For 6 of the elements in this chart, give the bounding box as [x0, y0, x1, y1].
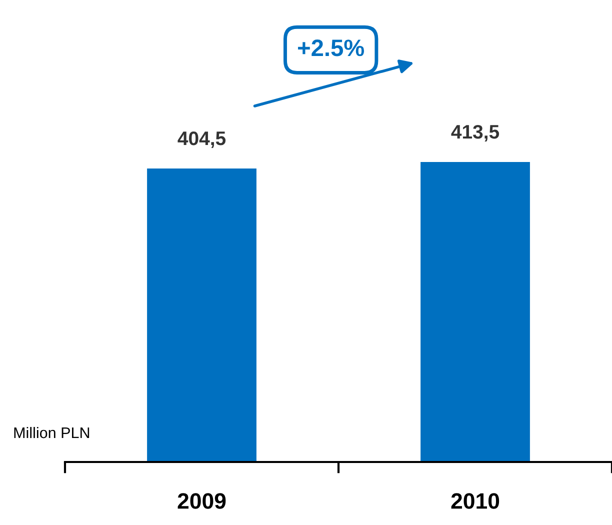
x-tick-label: 2010: [451, 493, 500, 509]
text: +2.5%: [298, 40, 364, 56]
data-label: 413,5: [451, 124, 500, 142]
y-axis-title: Million PLN: [14, 426, 90, 438]
data-label: 404,5: [178, 131, 226, 148]
x-tick-label: 2009: [178, 493, 226, 509]
